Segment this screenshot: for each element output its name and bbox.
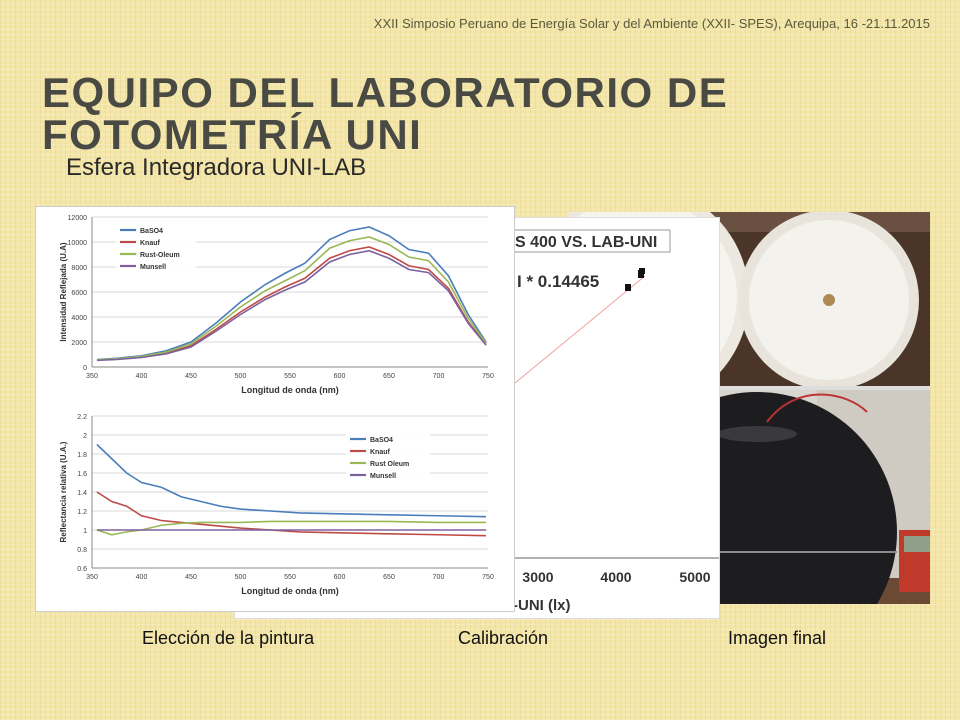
legend-label: Munsell (140, 264, 166, 271)
legend-label: Rust Oleum (370, 461, 409, 468)
y-axis-label: Intensidad Reflejada (U.A) (59, 242, 68, 341)
cable (766, 393, 868, 423)
y-tick-label: 1.8 (77, 452, 87, 459)
calibration-equation: I * 0.14465 (517, 272, 599, 291)
y-tick-label: 12000 (68, 215, 88, 222)
y-tick-label: 4000 (71, 315, 87, 322)
x-tick-label: 550 (284, 574, 296, 581)
x-tick-label: 500 (235, 373, 247, 380)
series-line-baso4 (96, 443, 487, 518)
y-tick-label: 1.6 (77, 471, 87, 478)
intensity-chart: 0 2000 4000 6000 8000 10000 12000 350 400 450 500 5… (59, 215, 494, 395)
x-tick-label: 650 (383, 373, 395, 380)
y-tick-label: 10000 (68, 240, 88, 247)
series-line-knauf (96, 491, 487, 537)
conference-header: XXII Simposio Peruano de Energía Solar y… (373, 16, 930, 31)
x-tick-label: 450 (185, 373, 197, 380)
x-tick-label: 600 (334, 373, 346, 380)
x-tick-label: 650 (383, 574, 395, 581)
calibration-point (639, 268, 645, 274)
y-tick-label: 1.2 (77, 509, 87, 516)
calibration-x-tick: 4000 (600, 569, 631, 585)
calibration-point (625, 284, 631, 291)
legend-label: Knauf (370, 449, 391, 456)
x-tick-label: 350 (86, 373, 98, 380)
series-line-rust-oleum (96, 520, 487, 536)
x-tick-label: 400 (136, 373, 148, 380)
legend-label: Munsell (370, 473, 396, 480)
calibration-x-label: -UNI (lx) (513, 597, 571, 614)
calibration-fit-line (514, 275, 646, 384)
x-tick-label: 350 (86, 574, 98, 581)
y-tick-label: 0.8 (77, 547, 87, 554)
x-tick-label: 450 (185, 574, 197, 581)
series-line-munsell (96, 249, 487, 362)
caption-paint: Elección de la pintura (142, 628, 315, 648)
x-tick-label: 600 (334, 574, 346, 581)
y-tick-label: 0 (83, 365, 87, 372)
calibration-chart: S 400 VS. LAB-UNI I * 0.14465 3000 4000 … (509, 229, 719, 614)
calibration-x-tick: 5000 (679, 569, 710, 585)
y-tick-label: 2.2 (77, 414, 87, 421)
caption-calibration: Calibración (458, 628, 549, 648)
x-tick-label: 400 (136, 574, 148, 581)
series-line-baso4 (96, 226, 487, 361)
light-source (823, 294, 835, 306)
series-line-rust-oleum (96, 236, 487, 361)
calibration-x-tick: 3000 (522, 569, 553, 585)
legend-label: Rust-Oleum (140, 252, 180, 259)
x-axis-label: Longitud de onda (nm) (241, 586, 338, 596)
reflectance-chart: 0.6 0.8 1 1.2 1.4 1.6 1.8 2 2.2 350 400 450 500 550 60… (59, 414, 494, 596)
legend-label: BaSO4 (140, 228, 163, 235)
x-tick-label: 750 (482, 574, 494, 581)
calibration-title: S 400 VS. LAB-UNI (515, 234, 657, 251)
caption-final: Imagen final (728, 628, 827, 648)
x-tick-label: 700 (433, 574, 445, 581)
y-tick-label: 2 (83, 433, 87, 440)
y-tick-label: 2000 (71, 340, 87, 347)
legend-label: BaSO4 (370, 437, 393, 444)
x-axis-label: Longitud de onda (nm) (241, 385, 338, 395)
paint-charts-panel: 0 2000 4000 6000 8000 10000 12000 350 400 450 500 5… (35, 206, 515, 612)
slide-title: Equipo del Laboratorio de Fotometría UNI (42, 69, 729, 158)
y-tick-label: 1 (83, 528, 87, 535)
x-tick-label: 500 (235, 574, 247, 581)
x-tick-label: 750 (482, 373, 494, 380)
legend-label: Knauf (140, 240, 161, 247)
x-tick-label: 700 (433, 373, 445, 380)
y-tick-label: 8000 (71, 265, 87, 272)
x-tick-label: 550 (284, 373, 296, 380)
y-axis-label: Reflectancia relativa (U.A.) (59, 441, 68, 542)
y-tick-label: 0.6 (77, 566, 87, 573)
y-tick-label: 6000 (71, 290, 87, 297)
y-tick-label: 1.4 (77, 490, 87, 497)
slide-subtitle: Esfera Integradora UNI-LAB (66, 154, 367, 181)
